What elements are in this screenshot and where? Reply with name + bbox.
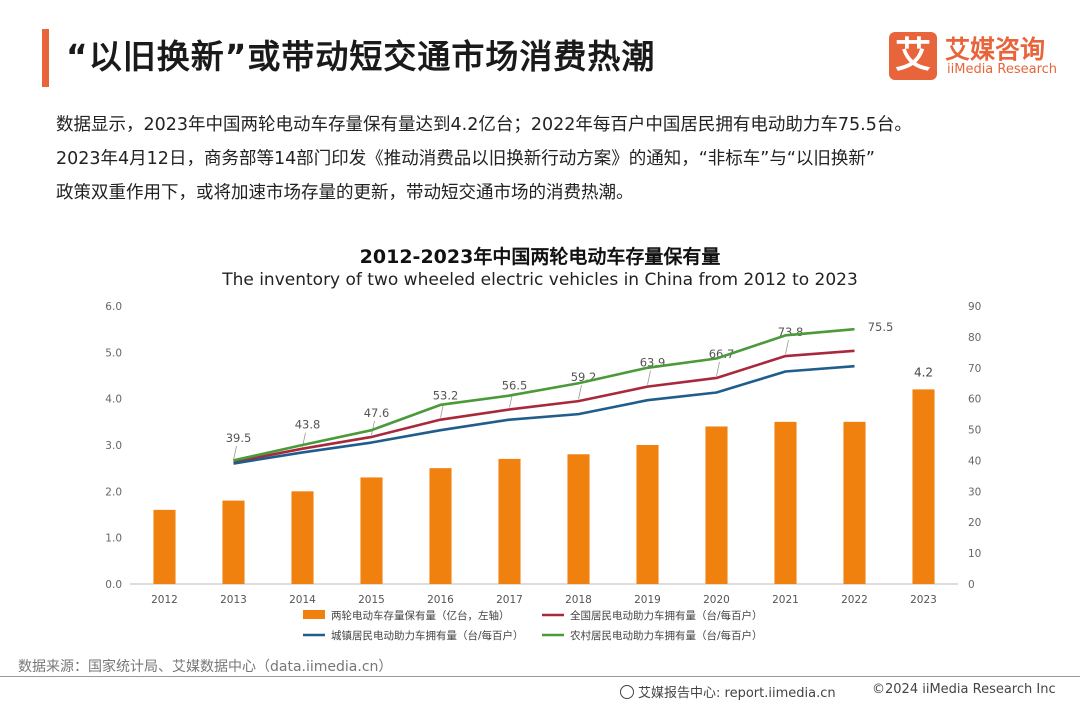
right-axis-tick-label: 30 xyxy=(968,486,981,498)
footer-site-text: 艾媒报告中心: report.iimedia.cn xyxy=(638,686,836,701)
data-label-leader xyxy=(716,361,720,377)
x-axis-tick-label: 2020 xyxy=(703,594,730,606)
x-axis-tick-label: 2015 xyxy=(358,594,385,606)
line-data-label: 47.6 xyxy=(364,406,390,420)
legend-swatch-bar xyxy=(303,610,325,619)
left-axis-tick-label: 1.0 xyxy=(105,533,122,545)
line-data-label: 53.2 xyxy=(433,389,459,403)
left-axis-tick-label: 0.0 xyxy=(105,579,122,591)
bar xyxy=(429,468,452,584)
right-axis-tick-label: 70 xyxy=(968,363,981,375)
data-label-leader xyxy=(647,370,651,385)
left-axis-tick-label: 5.0 xyxy=(105,347,122,359)
x-axis-tick-label: 2021 xyxy=(772,594,799,606)
logo-mark-icon: 艾 xyxy=(889,32,937,80)
intro-paragraph: 数据显示，2023年中国两轮电动车存量保有量达到4.2亿台；2022年每百户中国… xyxy=(56,108,1046,210)
intro-line-2: 2023年4月12日，商务部等14部门印发《推动消费品以旧换新行动方案》的通知，… xyxy=(56,149,875,169)
line-data-label: 75.5 xyxy=(868,320,894,334)
bar xyxy=(498,458,521,584)
line-data-label: 39.5 xyxy=(226,431,252,445)
right-axis-tick-label: 20 xyxy=(968,517,981,529)
series-line-2 xyxy=(233,364,855,465)
bar xyxy=(567,454,590,584)
bar xyxy=(222,500,245,584)
data-source: 数据来源：国家统计局、艾媒数据中心（data.iimedia.cn） xyxy=(18,659,393,675)
left-axis-tick-label: 2.0 xyxy=(105,486,122,498)
left-axis-tick-label: 3.0 xyxy=(105,440,122,452)
right-axis-tick-label: 50 xyxy=(968,425,981,437)
globe-icon xyxy=(620,685,634,699)
intro-line-1: 数据显示，2023年中国两轮电动车存量保有量达到4.2亿台；2022年每百户中国… xyxy=(56,115,912,135)
data-label-leader xyxy=(578,385,582,400)
x-axis-tick-label: 2023 xyxy=(910,594,937,606)
footer-divider xyxy=(0,676,1080,677)
line-data-label: 56.5 xyxy=(502,378,528,392)
x-axis-tick-label: 2013 xyxy=(220,594,247,606)
bar-data-label: 4.2 xyxy=(914,365,933,379)
left-axis-tick-label: 6.0 xyxy=(105,301,122,313)
chart-subtitle: The inventory of two wheeled electric ve… xyxy=(222,270,858,290)
right-axis-tick-label: 0 xyxy=(968,579,975,591)
right-axis-tick-label: 80 xyxy=(968,332,981,344)
data-label-leader xyxy=(371,420,375,436)
bar xyxy=(636,445,659,584)
x-axis-tick-label: 2018 xyxy=(565,594,592,606)
line-data-label: 43.8 xyxy=(295,418,321,432)
data-label-leader xyxy=(785,339,789,355)
page-title: “以旧换新”或带动短交通市场消费热潮 xyxy=(66,37,656,76)
logo-chinese-name: 艾媒咨询 xyxy=(945,35,1046,64)
brand-logo: 艾 艾媒咨询 iiMedia Research xyxy=(889,32,1059,82)
x-axis-tick-label: 2022 xyxy=(841,594,868,606)
intro-line-3: 政策双重作用下，或将加速市场存量的更新，带动短交通市场的消费热潮。 xyxy=(56,183,634,203)
bar xyxy=(774,421,797,584)
footer-report-site: 艾媒报告中心: report.iimedia.cn xyxy=(620,682,836,701)
legend-label: 城镇居民电动助力车拥有量（台/每百户） xyxy=(331,629,524,642)
legend-label: 农村居民电动助力车拥有量（台/每百户） xyxy=(570,629,763,642)
legend-label: 全国居民电动助力车拥有量（台/每百户） xyxy=(570,609,763,622)
x-axis-tick-label: 2014 xyxy=(289,594,316,606)
x-axis-tick-label: 2016 xyxy=(427,594,454,606)
title-accent-bar xyxy=(42,29,49,87)
logo-english-name: iiMedia Research xyxy=(947,62,1058,77)
footer-copyright: ©2024 iiMedia Research Inc xyxy=(872,682,1056,697)
right-axis-tick-label: 10 xyxy=(968,548,981,560)
series-line-1 xyxy=(233,349,855,464)
bar xyxy=(912,389,935,584)
bar xyxy=(843,421,866,584)
bar xyxy=(153,509,176,584)
series-line-3 xyxy=(233,327,855,462)
x-axis-tick-label: 2017 xyxy=(496,594,523,606)
right-axis-tick-label: 40 xyxy=(968,455,981,467)
bar xyxy=(291,491,314,584)
bar xyxy=(705,426,728,584)
bar xyxy=(360,477,383,584)
right-axis-tick-label: 90 xyxy=(968,301,981,313)
chart-title: 2012-2023年中国两轮电动车存量保有量 xyxy=(359,246,721,268)
left-axis-tick-label: 4.0 xyxy=(105,394,122,406)
x-axis-tick-label: 2012 xyxy=(151,594,178,606)
right-axis-tick-label: 60 xyxy=(968,394,981,406)
data-label-leader xyxy=(233,445,237,461)
data-label-leader xyxy=(440,403,444,418)
legend-label: 两轮电动车存量保有量（亿台，左轴） xyxy=(331,609,510,622)
x-axis-tick-label: 2019 xyxy=(634,594,661,606)
